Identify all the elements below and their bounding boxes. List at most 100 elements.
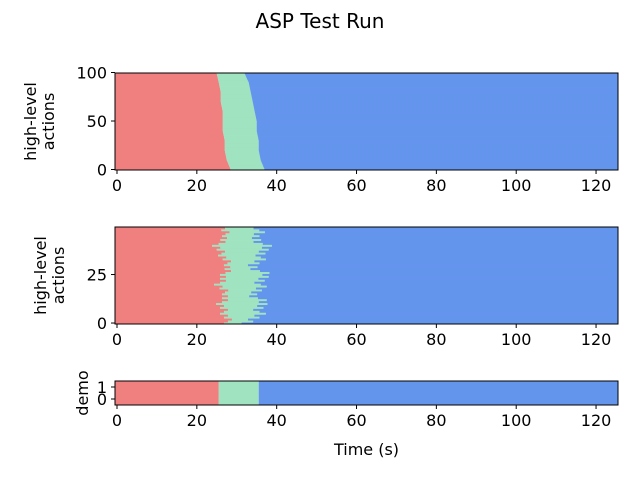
x-tick-label: 60: [346, 176, 366, 195]
bar-phase2: [230, 265, 258, 269]
bar-phase1: [115, 238, 221, 241]
bar-phase2: [220, 98, 253, 100]
bar-phase3: [261, 246, 618, 249]
bar-phase3: [258, 149, 618, 151]
bar-phase2: [217, 74, 246, 77]
bar-phase1: [115, 105, 222, 107]
bar-phase3: [249, 83, 618, 86]
bar-phase1: [115, 111, 223, 114]
bar-phase3: [256, 128, 618, 130]
bar-phase3: [254, 281, 619, 284]
bar-phase1: [115, 160, 228, 162]
bar-phase2: [218, 80, 249, 83]
bar-phase3: [265, 312, 618, 315]
bar-phase1: [115, 151, 226, 153]
bar-phase2: [230, 168, 265, 170]
bar-phase2: [217, 75, 247, 78]
bar-phase2: [226, 256, 261, 259]
bar-phase1: [115, 137, 225, 139]
x-tick-label: 100: [501, 411, 532, 430]
bar-phase1: [115, 143, 225, 146]
bar-phase3: [253, 103, 618, 105]
bar-phase1: [115, 122, 223, 124]
bar-phase2: [223, 316, 260, 319]
bar-phase2: [223, 310, 260, 313]
bar-phase3: [267, 302, 618, 305]
bar-phase1: [115, 141, 225, 144]
bar-phase2: [223, 263, 248, 267]
bar-phase2: [227, 236, 252, 240]
bar-phase1: [115, 271, 226, 274]
bar-phase1: [115, 230, 230, 234]
bar-phase1: [115, 94, 221, 96]
bar-phase2: [222, 127, 257, 129]
bar-phase1: [115, 147, 225, 150]
bar-phase2: [222, 118, 257, 120]
bar-phase3: [260, 256, 618, 259]
bar-phase2: [222, 131, 257, 133]
bar-phase2: [224, 140, 259, 143]
bar-phase2: [225, 275, 269, 278]
bar-phase3: [258, 250, 618, 253]
bar-phase2: [219, 312, 266, 315]
bar-phase1: [115, 128, 223, 130]
bar-phase3: [251, 97, 618, 99]
bar-phase3: [253, 105, 618, 108]
bar-phase1: [115, 107, 223, 110]
bar-phase2: [224, 138, 259, 141]
bar-phase2: [231, 259, 255, 263]
bar-phase2: [218, 78, 248, 81]
bar-phase2: [223, 135, 258, 137]
x-tick-label: 120: [581, 411, 612, 430]
bar-phase3: [256, 131, 618, 133]
bar-phase1: [115, 265, 231, 269]
bar-phase3: [259, 154, 618, 156]
bar-phase1: [115, 78, 219, 81]
bar-phase1: [115, 277, 220, 280]
bar-phase3: [244, 73, 618, 75]
y-tick-label: 25: [87, 266, 107, 285]
bar-phase2: [226, 158, 261, 160]
bar-phase1: [115, 123, 223, 125]
bar-phase3: [258, 147, 618, 150]
bar-phase3: [254, 110, 618, 113]
bar-phase3: [261, 238, 618, 241]
x-tick-label: 60: [346, 330, 366, 349]
bar-phase3: [250, 91, 618, 93]
bar-phase3: [258, 141, 618, 144]
bar-phase1: [115, 242, 219, 245]
x-tick-label: 80: [426, 411, 446, 430]
bar-phase3: [264, 279, 618, 282]
bar-phase2: [223, 134, 258, 136]
bar-phase3: [255, 113, 618, 116]
bar-phase3: [247, 318, 618, 321]
bar-phase3: [255, 287, 618, 290]
bar-phase1: [115, 89, 221, 91]
bar-phase3: [255, 112, 618, 115]
bar-phase3: [251, 236, 618, 240]
bar-phase2: [221, 105, 254, 107]
subplot-2: 0 20 40 60 80 100 120 0 25 high-levelactions: [31, 226, 619, 349]
bar-phase2: [224, 149, 259, 151]
bar-phase3: [254, 108, 619, 111]
x-tick-label: 100: [501, 176, 532, 195]
bar-phase2: [220, 91, 251, 93]
bar-phase1: [115, 228, 222, 232]
bar-phase1: [115, 164, 229, 166]
bar-phase2: [228, 164, 263, 166]
bar-phase1: [115, 316, 224, 319]
bar-phase3: [251, 291, 618, 294]
bar-phase3: [253, 105, 618, 107]
bar-phase2: [227, 160, 262, 162]
bar-phase2: [220, 89, 251, 91]
bar-phase1: [115, 314, 228, 317]
bar-phase1: [115, 138, 225, 141]
bar-phase2: [221, 252, 266, 255]
bar-phase2: [231, 269, 260, 273]
bar-phase1: [115, 273, 220, 276]
bar-phase3: [257, 132, 618, 134]
bar-phase2: [227, 161, 262, 163]
bar-phase3: [259, 310, 618, 313]
bar-phase2: [221, 104, 254, 106]
